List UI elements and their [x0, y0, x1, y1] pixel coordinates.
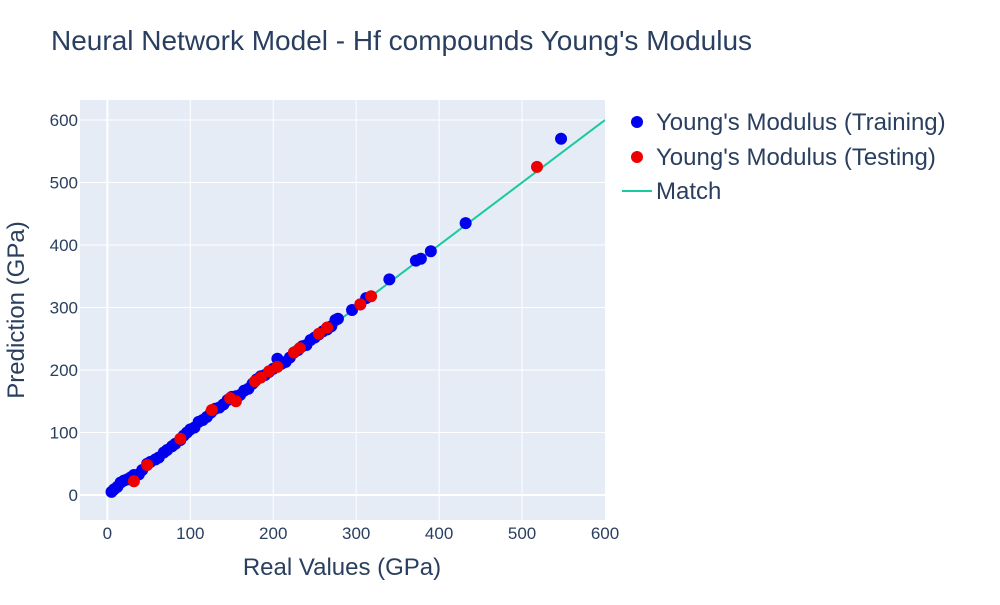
training-point	[331, 312, 344, 325]
x-tick-label: 400	[425, 524, 453, 543]
y-tick-label: 300	[50, 299, 78, 318]
x-tick-label: 600	[591, 524, 619, 543]
y-tick-label: 0	[69, 486, 78, 505]
y-axis-ticks: 0 100 200 300 400 500 600	[50, 111, 78, 505]
legend-label: Match	[656, 178, 721, 205]
training-point	[555, 132, 568, 145]
training-point	[414, 252, 427, 265]
legend[interactable]: Young's Modulus (Training) Young's Modulu…	[622, 109, 946, 205]
y-axis-label: Prediction (GPa)	[3, 221, 30, 398]
legend-label: Young's Modulus (Testing)	[656, 144, 936, 171]
testing-point	[174, 432, 187, 445]
testing-point	[254, 371, 267, 384]
x-tick-label: 200	[259, 524, 287, 543]
legend-item[interactable]: Young's Modulus (Training)	[631, 109, 946, 136]
x-tick-label: 500	[508, 524, 536, 543]
legend-label: Young's Modulus (Training)	[656, 109, 946, 136]
y-tick-label: 600	[50, 111, 78, 130]
testing-point	[205, 404, 218, 416]
testing-point	[354, 298, 367, 311]
x-axis-label: Real Values (GPa)	[243, 554, 441, 581]
testing-point	[312, 327, 325, 340]
grid-lines	[80, 100, 605, 520]
testing-point	[271, 360, 284, 373]
y-tick-label: 200	[50, 361, 78, 380]
training-point	[383, 273, 396, 286]
testing-point	[365, 290, 378, 303]
legend-marker	[631, 151, 643, 163]
testing-point	[293, 342, 306, 355]
y-tick-label: 500	[50, 174, 78, 193]
x-tick-label: 0	[103, 524, 112, 543]
training-point	[459, 217, 472, 230]
testing-point	[321, 321, 334, 334]
series-group	[105, 119, 605, 498]
legend-item[interactable]: Match	[622, 178, 721, 205]
x-axis-ticks: 0 100 200 300 400 500 600	[103, 524, 620, 543]
testing-point	[530, 160, 543, 173]
chart-title: Neural Network Model - Hf compounds Youn…	[51, 25, 752, 56]
legend-marker	[631, 116, 643, 128]
x-tick-label: 100	[176, 524, 204, 543]
y-tick-label: 100	[50, 424, 78, 443]
testing-point	[141, 459, 154, 471]
testing-point	[229, 395, 242, 408]
x-tick-label: 300	[342, 524, 370, 543]
training-point	[424, 245, 437, 258]
testing-point	[127, 475, 140, 488]
y-tick-label: 400	[50, 236, 78, 255]
legend-item[interactable]: Young's Modulus (Testing)	[631, 144, 936, 171]
data-layer	[105, 119, 605, 498]
